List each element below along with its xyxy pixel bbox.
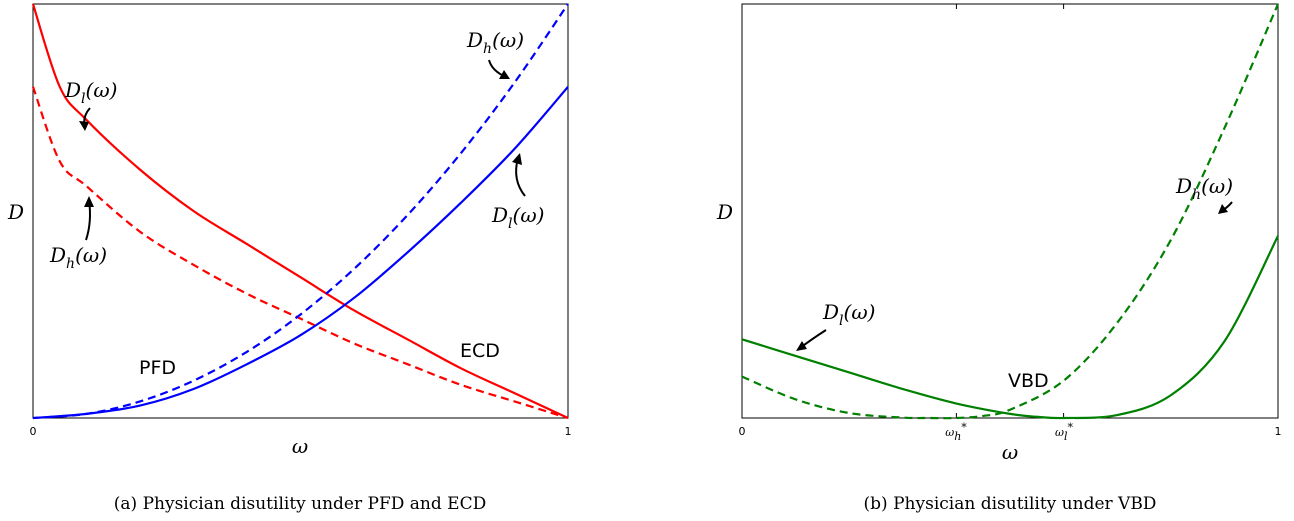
annotation-a-dl-blue: Dl(ω) [491, 153, 544, 232]
annotation-b-dl-green: Dl(ω) [796, 300, 875, 351]
panel-a: 0 1 ω D PFD ECD Dl(ω) Dh(ω) Dh(ω) Dl(ω) [7, 3, 572, 514]
svg-text:Dl(ω): Dl(ω) [64, 78, 117, 107]
series-line-a-1-dashed [31, 86, 569, 420]
annotation-sub: h [66, 256, 75, 272]
series-line-a-2-solid [32, 86, 569, 420]
annotation-arg: (ω) [86, 78, 118, 102]
svg-text:Dh(ω): Dh(ω) [466, 28, 524, 57]
y-axis-label-a: D [7, 200, 24, 224]
arrow-head [512, 153, 522, 165]
region-label-ecd: ECD [460, 340, 500, 362]
svg-text:Dh(ω): Dh(ω) [49, 243, 107, 272]
caption-b: (b) Physician disutility under VBD [864, 494, 1157, 514]
caption-a: (a) Physician disutility under PFD and E… [114, 494, 486, 514]
x-marked-omega-l: ωl* [1055, 421, 1074, 443]
annotation-arg: (ω) [844, 300, 876, 324]
plot-frame-b [741, 3, 1279, 419]
annotation-base: D [822, 300, 839, 324]
x-tick-label-a-1: 1 [565, 425, 572, 438]
annotation-b-dh-green: Dh(ω) [1175, 174, 1233, 214]
x-marked-omega-h: ωh* [945, 421, 967, 443]
region-label-pfd: PFD [139, 357, 176, 379]
arrow-head [796, 341, 807, 351]
annotation-base: D [466, 28, 483, 52]
annotation-a-dh-blue: Dh(ω) [466, 28, 524, 79]
arrow-head [84, 196, 94, 207]
annotation-sub: l [81, 91, 85, 107]
series-line-b-0-solid [741, 235, 1279, 420]
arrow-head [499, 70, 510, 79]
x-tick-label-b-1: 1 [1275, 425, 1282, 438]
x-axis-label-a: ω [292, 434, 308, 458]
annotation-sub: l [839, 313, 843, 329]
series-group-a [31, 3, 569, 420]
arrow-head [79, 121, 89, 131]
annotation-base: D [491, 203, 508, 227]
plot-frame-a [32, 3, 569, 419]
annotation-a-dh-red: Dh(ω) [49, 196, 107, 272]
y-axis-label-b: D [716, 200, 733, 224]
arrow-head [1218, 204, 1228, 214]
annotation-base: D [64, 78, 81, 102]
x-axis-label-b: ω [1002, 440, 1018, 464]
tick-marks-b [741, 4, 1279, 418]
annotation-base: D [1175, 174, 1192, 198]
region-label-vbd: VBD [1008, 370, 1049, 392]
x-tick-label-b-0: 0 [739, 425, 746, 438]
annotation-arg: (ω) [513, 203, 545, 227]
x-tick-label-a-0: 0 [30, 425, 37, 438]
annotation-sub: l [508, 216, 512, 232]
svg-text:Dl(ω): Dl(ω) [491, 203, 544, 232]
series-line-b-1-dashed [741, 3, 1280, 420]
series-line-a-0-solid [31, 3, 569, 419]
annotation-sub: h [1192, 187, 1201, 203]
panel-b: 0 1 ωh* ωl* ω D VBD Dl(ω) Dh(ω) (b) Phys… [716, 3, 1282, 514]
annotation-arg: (ω) [75, 243, 107, 267]
svg-text:Dh(ω): Dh(ω) [1175, 174, 1233, 203]
annotation-arg: (ω) [1201, 174, 1233, 198]
annotation-base: D [49, 243, 66, 267]
annotation-a-dl-red: Dl(ω) [64, 78, 117, 131]
svg-text:Dl(ω): Dl(ω) [822, 300, 875, 329]
annotation-arg: (ω) [492, 28, 524, 52]
series-line-a-3-dashed [32, 3, 569, 420]
series-group-b [741, 3, 1280, 420]
annotation-sub: h [483, 41, 492, 57]
